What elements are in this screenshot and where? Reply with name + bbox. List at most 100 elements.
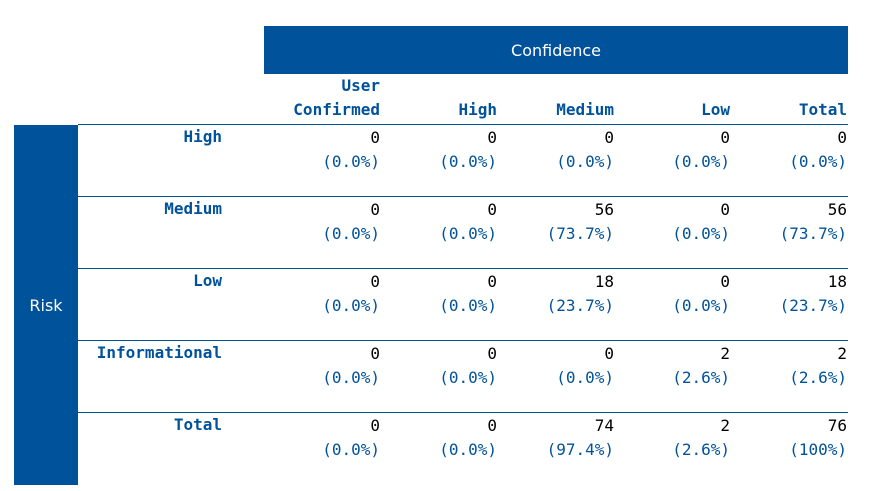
risk-header: Risk xyxy=(14,125,78,485)
cell-percent: (97.4%) xyxy=(546,440,614,459)
cell-percent: (2.6%) xyxy=(789,368,847,387)
table-cell: 74 (97.4%) xyxy=(484,414,614,462)
confidence-header: Confidence xyxy=(264,26,848,74)
cell-count: 0 xyxy=(487,128,497,147)
row-label-high: High xyxy=(183,127,222,146)
row-divider xyxy=(78,124,848,125)
row-label-total: Total xyxy=(173,415,222,434)
cell-count: 0 xyxy=(370,128,380,147)
cell-percent: (100%) xyxy=(789,440,847,459)
row-divider xyxy=(78,340,848,341)
table-cell: 0 (0.0%) xyxy=(250,270,380,318)
cell-percent: (0.0%) xyxy=(322,152,380,171)
cell-count: 56 xyxy=(827,200,847,219)
cell-count: 2 xyxy=(837,344,847,363)
cell-count: 0 xyxy=(487,344,497,363)
cell-percent: (2.6%) xyxy=(672,368,730,387)
table-cell: 18 (23.7%) xyxy=(717,270,847,318)
risk-header-label: Risk xyxy=(29,295,63,315)
cell-count: 0 xyxy=(370,416,380,435)
table-cell: 0 (0.0%) xyxy=(484,342,614,390)
column-header-line2: High xyxy=(458,100,497,119)
row-divider xyxy=(78,412,848,413)
table-cell: 56 (73.7%) xyxy=(484,198,614,246)
cell-count: 0 xyxy=(487,200,497,219)
table-cell: 76 (100%) xyxy=(717,414,847,462)
cell-count: 0 xyxy=(604,128,614,147)
table-cell: 0 (0.0%) xyxy=(367,342,497,390)
row-label-informational: Informational xyxy=(96,343,222,362)
table-cell: 0 (0.0%) xyxy=(367,126,497,174)
table-cell: 2 (2.6%) xyxy=(600,414,730,462)
cell-percent: (0.0%) xyxy=(672,296,730,315)
cell-count: 0 xyxy=(487,416,497,435)
cell-percent: (0.0%) xyxy=(439,152,497,171)
table-cell: 0 (0.0%) xyxy=(600,126,730,174)
table-cell: 0 (0.0%) xyxy=(250,414,380,462)
cell-count: 2 xyxy=(720,344,730,363)
cell-percent: (0.0%) xyxy=(322,440,380,459)
cell-percent: (23.7%) xyxy=(779,296,847,315)
table-cell: 0 (0.0%) xyxy=(717,126,847,174)
table-cell: 0 (0.0%) xyxy=(484,126,614,174)
cell-percent: (73.7%) xyxy=(779,224,847,243)
cell-percent: (23.7%) xyxy=(546,296,614,315)
cell-count: 74 xyxy=(594,416,614,435)
column-header-line1: User xyxy=(341,76,380,95)
table-cell: 0 (0.0%) xyxy=(600,270,730,318)
cell-count: 0 xyxy=(370,344,380,363)
cell-percent: (0.0%) xyxy=(672,224,730,243)
column-header-total: Total xyxy=(717,98,847,122)
cell-percent: (0.0%) xyxy=(672,152,730,171)
cell-percent: (0.0%) xyxy=(556,152,614,171)
table-cell: 2 (2.6%) xyxy=(717,342,847,390)
cell-count: 2 xyxy=(720,416,730,435)
cell-percent: (73.7%) xyxy=(546,224,614,243)
column-header-medium: Medium xyxy=(484,98,614,122)
cell-percent: (0.0%) xyxy=(439,440,497,459)
cell-count: 18 xyxy=(827,272,847,291)
cell-percent: (0.0%) xyxy=(556,368,614,387)
table-cell: 0 (0.0%) xyxy=(250,198,380,246)
cell-count: 0 xyxy=(604,344,614,363)
cell-count: 0 xyxy=(720,272,730,291)
table-cell: 0 (0.0%) xyxy=(250,342,380,390)
cell-count: 0 xyxy=(370,200,380,219)
column-header-high: High xyxy=(367,98,497,122)
column-header-low: Low xyxy=(600,98,730,122)
cell-count: 18 xyxy=(594,272,614,291)
confidence-header-label: Confidence xyxy=(511,40,601,60)
cell-percent: (0.0%) xyxy=(322,368,380,387)
cell-percent: (0.0%) xyxy=(439,224,497,243)
cell-count: 0 xyxy=(720,200,730,219)
column-header-line2: Low xyxy=(701,100,730,119)
table-cell: 0 (0.0%) xyxy=(600,198,730,246)
column-header-user-confirmed: User Confirmed xyxy=(250,74,380,122)
table-cell: 0 (0.0%) xyxy=(367,414,497,462)
column-header-line2: Medium xyxy=(556,100,614,119)
cell-count: 0 xyxy=(370,272,380,291)
cell-count: 0 xyxy=(487,272,497,291)
cell-count: 56 xyxy=(594,200,614,219)
row-divider xyxy=(78,196,848,197)
cell-count: 0 xyxy=(720,128,730,147)
table-cell: 56 (73.7%) xyxy=(717,198,847,246)
column-header-line2: Total xyxy=(798,100,847,119)
row-label-low: Low xyxy=(193,271,222,290)
cell-percent: (0.0%) xyxy=(439,296,497,315)
column-header-line2: Confirmed xyxy=(293,100,380,119)
table-cell: 2 (2.6%) xyxy=(600,342,730,390)
table-cell: 0 (0.0%) xyxy=(367,198,497,246)
row-label-medium: Medium xyxy=(164,199,222,218)
cell-percent: (0.0%) xyxy=(322,296,380,315)
cell-count: 0 xyxy=(837,128,847,147)
table-cell: 0 (0.0%) xyxy=(367,270,497,318)
cell-percent: (2.6%) xyxy=(672,440,730,459)
cell-percent: (0.0%) xyxy=(322,224,380,243)
table-cell: 18 (23.7%) xyxy=(484,270,614,318)
cell-count: 76 xyxy=(827,416,847,435)
table-cell: 0 (0.0%) xyxy=(250,126,380,174)
cell-percent: (0.0%) xyxy=(439,368,497,387)
row-divider xyxy=(78,268,848,269)
cell-percent: (0.0%) xyxy=(789,152,847,171)
